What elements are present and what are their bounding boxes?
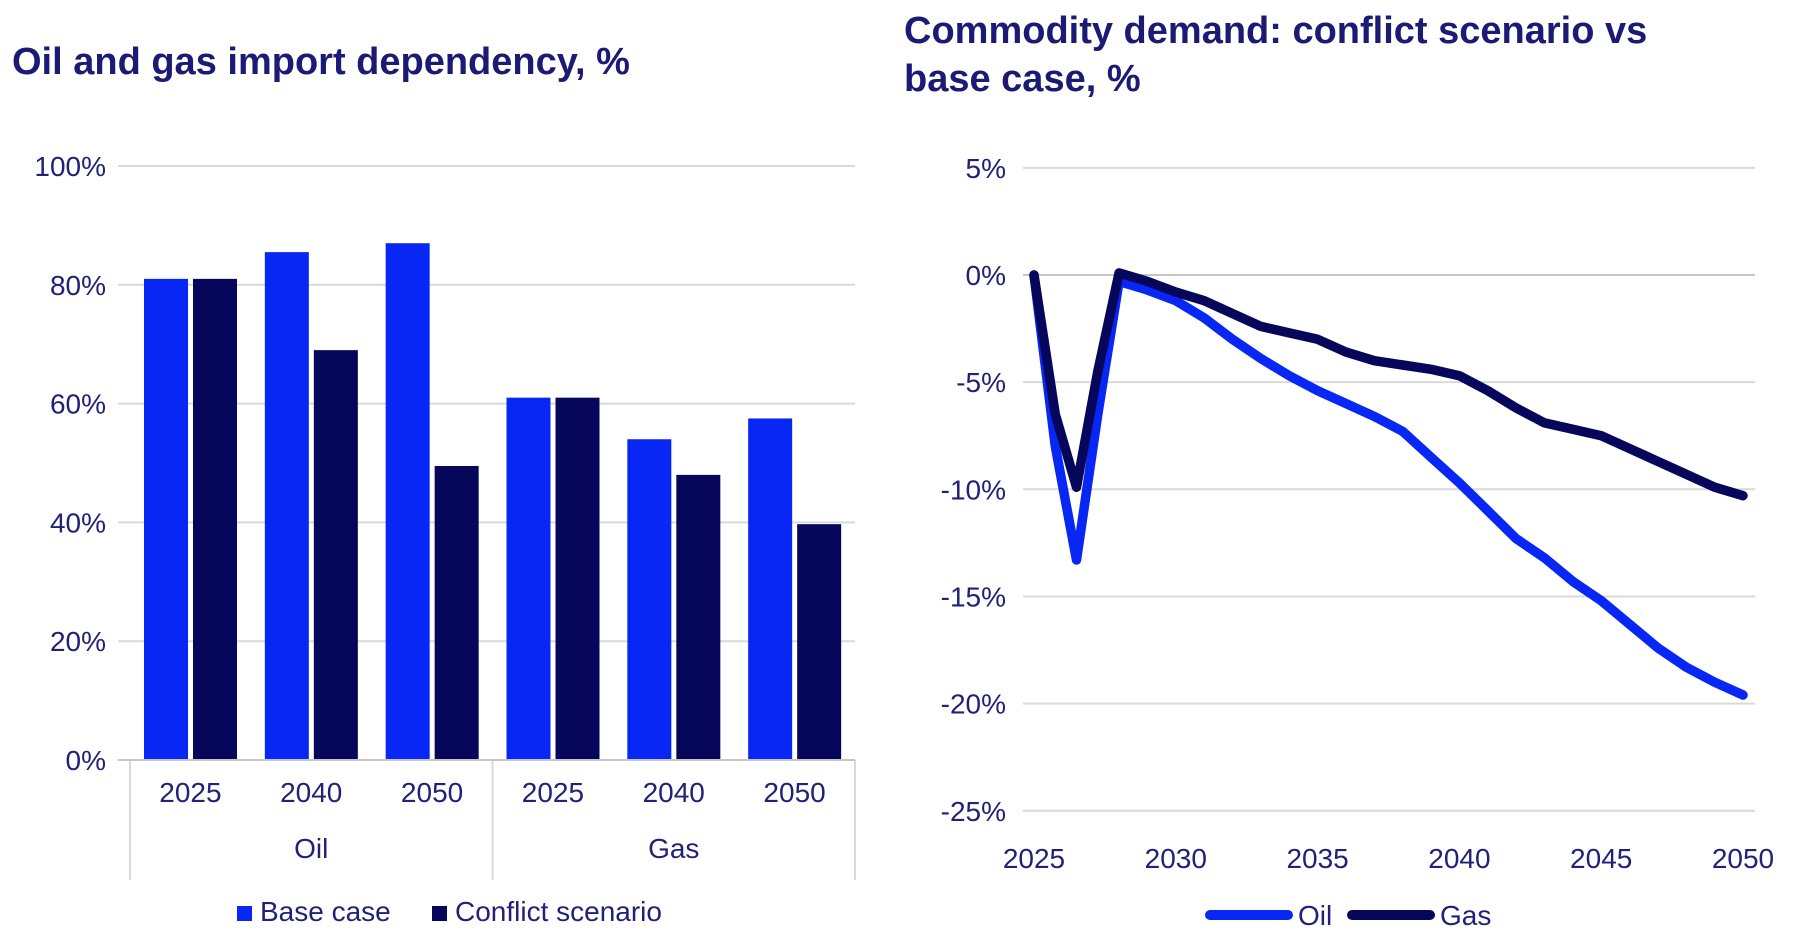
left-chart-title: Oil and gas import dependency, % xyxy=(12,41,630,83)
y-tick-label: -5% xyxy=(956,367,1006,398)
y-tick-label: 100% xyxy=(34,151,106,182)
x-tick-label: 2050 xyxy=(401,777,463,808)
legend-swatch-conflict-scenario xyxy=(432,906,447,921)
bar-conflict-scenario-oil-2025 xyxy=(193,278,237,760)
bar-conflict-scenario-gas-2050 xyxy=(797,524,842,760)
bar-conflict-scenario-gas-2040 xyxy=(676,474,721,760)
commodity-demand-chart: Commodity demand: conflict scenario vs b… xyxy=(880,0,1800,949)
bar-base-case-gas-2050 xyxy=(748,418,793,760)
y-tick-label: 80% xyxy=(50,270,106,301)
x-tick-label: 2025 xyxy=(159,777,221,808)
y-tick-label: 0% xyxy=(66,745,106,776)
legend-label-gas: Gas xyxy=(1440,900,1491,931)
y-tick-label: -15% xyxy=(941,581,1006,612)
legend-label-conflict-scenario: Conflict scenario xyxy=(455,896,662,927)
y-tick-label: -10% xyxy=(941,474,1006,505)
x-tick-label: 2030 xyxy=(1145,843,1207,874)
bar-base-case-oil-2040 xyxy=(264,252,309,760)
bar-conflict-scenario-gas-2025 xyxy=(555,397,600,760)
x-tick-label: 2050 xyxy=(1712,843,1774,874)
y-tick-label: -25% xyxy=(941,796,1006,827)
x-tick-label: 2045 xyxy=(1570,843,1632,874)
legend-swatch-base-case xyxy=(237,906,252,921)
line-oil xyxy=(1029,270,1748,700)
legend-label-oil: Oil xyxy=(1298,900,1332,931)
bar-conflict-scenario-oil-2040 xyxy=(313,350,358,760)
y-tick-label: -20% xyxy=(941,689,1006,720)
x-tick-label: 2035 xyxy=(1286,843,1348,874)
y-tick-label: 40% xyxy=(50,507,106,538)
group-label-oil: Oil xyxy=(294,833,328,864)
x-tick-label: 2040 xyxy=(280,777,342,808)
bar-base-case-gas-2040 xyxy=(627,439,672,760)
bar-base-case-gas-2025 xyxy=(506,397,551,760)
right-chart-title: Commodity demand: conflict scenario vs b… xyxy=(904,10,1648,100)
y-tick-label: 60% xyxy=(50,389,106,420)
y-tick-label: 0% xyxy=(966,260,1006,291)
y-tick-label: 20% xyxy=(50,626,106,657)
bar-base-case-oil-2050 xyxy=(385,243,430,761)
import-dependency-chart: Oil and gas import dependency, % 0% 20% 40… xyxy=(0,0,880,949)
bar-base-case-oil-2025 xyxy=(144,278,188,760)
commodity-demand-plot: 5% 0% -5% -10% -15% -20% -25% 2025 2030 2035 2040 2… xyxy=(941,153,1775,931)
x-tick-label: 2040 xyxy=(1428,843,1490,874)
line-gas xyxy=(1029,268,1748,501)
x-tick-label: 2025 xyxy=(522,777,584,808)
import-dependency-plot: 0% 20% 40% 60% 80% 100% 2025 2040 2050 2025 2040 20… xyxy=(34,151,856,927)
group-label-gas: Gas xyxy=(648,833,699,864)
x-tick-label: 2050 xyxy=(763,777,825,808)
x-tick-label: 2025 xyxy=(1003,843,1065,874)
x-tick-label: 2040 xyxy=(643,777,705,808)
legend-label-base-case: Base case xyxy=(260,896,391,927)
y-tick-label: 5% xyxy=(966,153,1006,184)
bar-conflict-scenario-oil-2050 xyxy=(434,465,479,760)
